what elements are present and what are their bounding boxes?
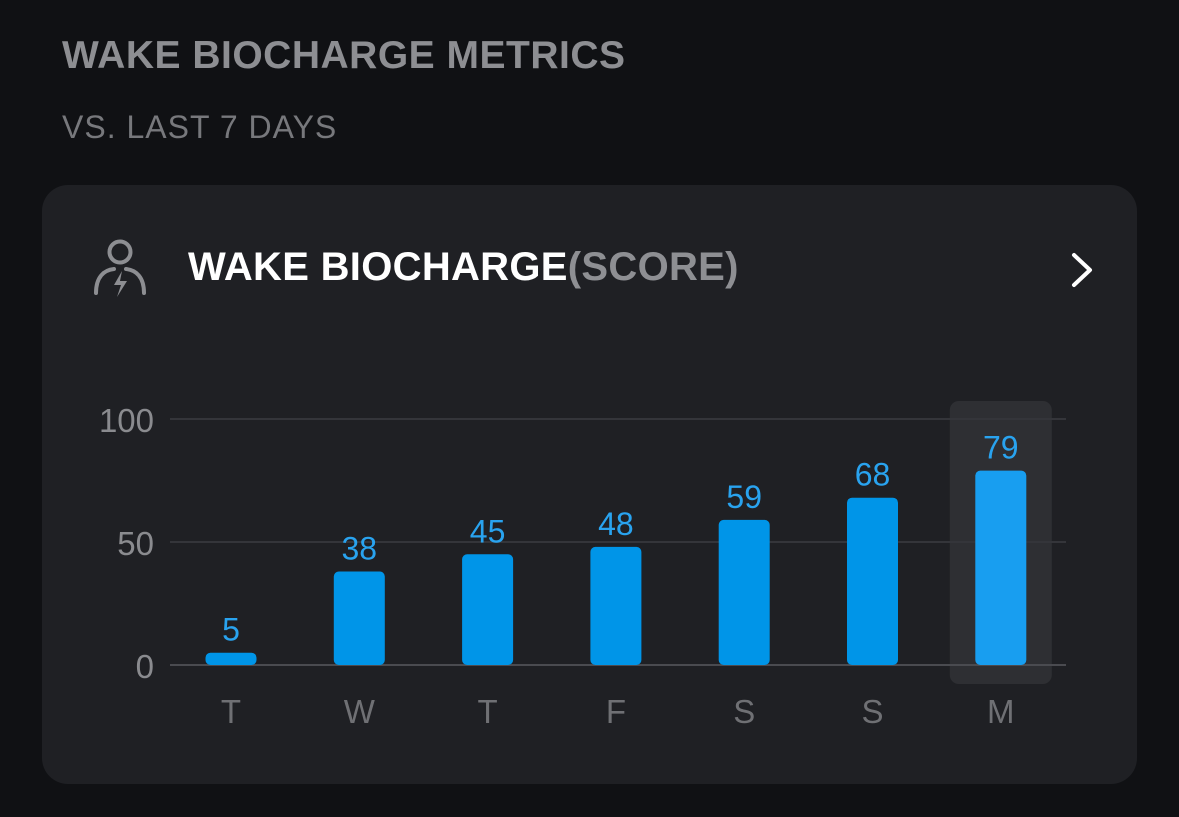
bar-value-label: 5 [222, 612, 240, 648]
bar [975, 470, 1027, 665]
x-tick-label: M [987, 693, 1015, 730]
bar-value-label: 59 [726, 479, 762, 515]
person-charge-icon [94, 239, 146, 297]
x-tick-label: T [221, 693, 241, 730]
card-title: WAKE BIOCHARGE(SCORE) [188, 245, 739, 290]
section-subtitle: VS. LAST 7 DAYS [62, 109, 338, 145]
section-title: WAKE BIOCHARGE METRICS [62, 34, 626, 77]
card-title-main: WAKE BIOCHARGE [188, 245, 568, 289]
x-tick-label: F [606, 693, 626, 730]
bar-value-label: 79 [983, 430, 1019, 466]
bar [333, 571, 385, 665]
bar-value-label: 38 [342, 531, 378, 567]
bar-value-label: 68 [855, 457, 891, 493]
wake-biocharge-card[interactable]: WAKE BIOCHARGE(SCORE) 0 50 100 5 T 38 W 45 T 48 F 5… [42, 185, 1137, 784]
bar [847, 497, 898, 665]
bar [205, 652, 257, 665]
bar-value-label: 45 [470, 513, 506, 549]
bar-chart: 0 50 100 5 T 38 W 45 T 48 F 59 S 68 S 79 M [99, 401, 1066, 730]
bar [718, 519, 770, 665]
y-tick-label: 0 [136, 648, 154, 685]
bar [462, 554, 514, 665]
x-tick-label: S [861, 693, 883, 730]
bar [590, 546, 642, 665]
x-tick-label: S [733, 693, 755, 730]
bar-value-label: 48 [598, 506, 634, 542]
card-title-unit: (SCORE) [567, 245, 739, 289]
x-tick-label: W [344, 693, 376, 730]
x-tick-label: T [478, 693, 498, 730]
y-tick-label: 100 [99, 402, 154, 439]
y-tick-label: 50 [117, 525, 154, 562]
chevron-right-icon[interactable] [1062, 245, 1102, 295]
